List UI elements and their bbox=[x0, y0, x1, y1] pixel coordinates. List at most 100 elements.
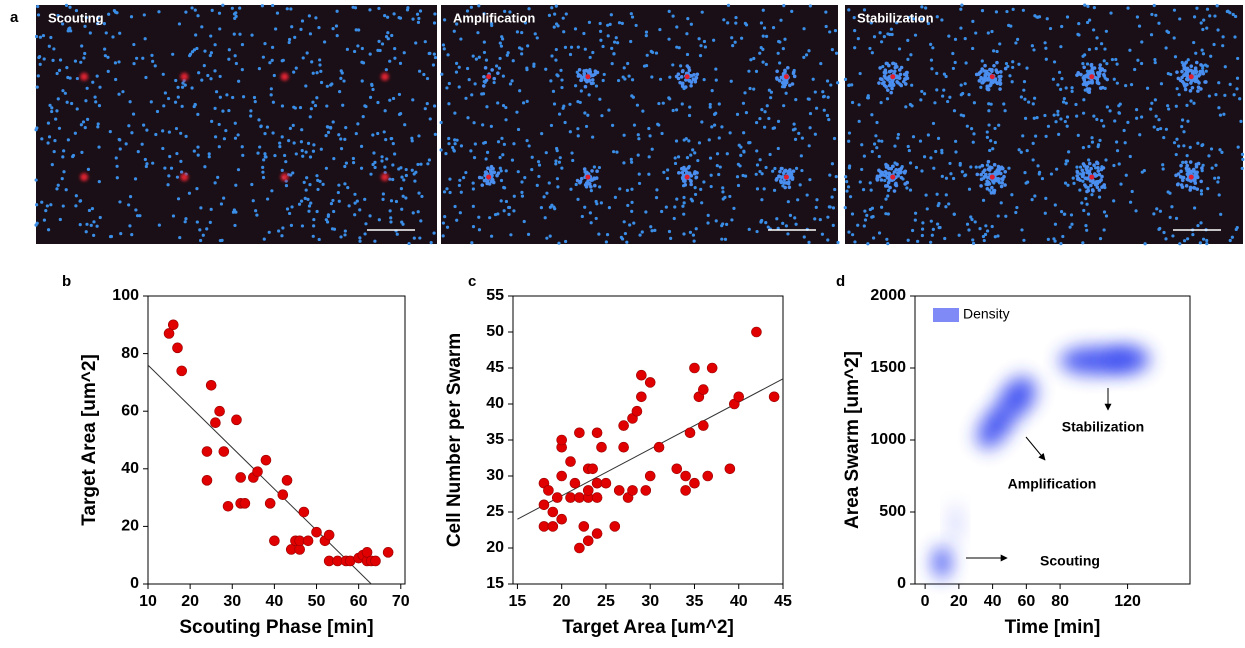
cell bbox=[404, 196, 407, 199]
cell bbox=[577, 46, 580, 49]
cell bbox=[1205, 239, 1208, 242]
cell bbox=[762, 9, 765, 12]
cell bbox=[1066, 15, 1069, 18]
swarm-cell bbox=[1086, 170, 1090, 174]
cell bbox=[196, 220, 199, 223]
cell bbox=[231, 7, 234, 10]
point bbox=[371, 556, 381, 566]
point bbox=[672, 464, 682, 474]
cell bbox=[1010, 193, 1013, 196]
cell bbox=[965, 61, 968, 64]
cell bbox=[341, 104, 344, 107]
y-tick-label: 40 bbox=[121, 460, 139, 477]
swarm-cell bbox=[1194, 76, 1198, 80]
cell bbox=[853, 240, 856, 243]
cell bbox=[103, 47, 106, 50]
cell bbox=[190, 86, 193, 89]
cell bbox=[997, 124, 1000, 127]
cell bbox=[342, 79, 345, 82]
swarm-cell bbox=[993, 163, 997, 167]
cell bbox=[443, 190, 446, 193]
cell bbox=[994, 235, 997, 238]
cell bbox=[969, 215, 972, 218]
cell bbox=[94, 100, 97, 103]
cell bbox=[307, 142, 310, 145]
cell bbox=[472, 225, 475, 228]
cell bbox=[268, 231, 271, 234]
cell bbox=[358, 236, 361, 239]
cell bbox=[744, 22, 747, 25]
cell bbox=[150, 100, 153, 103]
cell bbox=[220, 202, 223, 205]
cell bbox=[668, 76, 671, 79]
cell bbox=[545, 151, 548, 154]
cell bbox=[178, 236, 181, 239]
cell bbox=[851, 101, 854, 104]
point bbox=[601, 478, 611, 488]
cell bbox=[249, 109, 252, 112]
cell bbox=[550, 54, 553, 57]
swarm-cell bbox=[903, 77, 907, 81]
cell bbox=[281, 169, 284, 172]
cell bbox=[472, 205, 475, 208]
swarm-cell bbox=[580, 76, 584, 80]
cell bbox=[353, 50, 356, 53]
cell bbox=[363, 232, 366, 235]
cell bbox=[641, 230, 644, 233]
cell bbox=[128, 224, 131, 227]
micrograph: Scouting bbox=[34, 4, 437, 245]
cell bbox=[599, 22, 602, 25]
cell bbox=[659, 78, 662, 81]
cell bbox=[620, 236, 623, 239]
cell bbox=[782, 4, 785, 7]
cell bbox=[199, 239, 202, 242]
cell bbox=[304, 197, 307, 200]
cell bbox=[778, 61, 781, 64]
cell bbox=[281, 104, 284, 107]
cell bbox=[407, 242, 410, 245]
swarm-cell bbox=[682, 168, 686, 172]
cell bbox=[630, 158, 633, 161]
cell bbox=[646, 54, 649, 57]
cell bbox=[972, 132, 975, 135]
cell bbox=[502, 104, 505, 107]
cell bbox=[402, 195, 405, 198]
cell bbox=[272, 101, 275, 104]
cell bbox=[65, 66, 68, 69]
swarm-cell bbox=[591, 74, 595, 78]
cell bbox=[1022, 9, 1025, 12]
cell bbox=[787, 200, 790, 203]
cell bbox=[1059, 88, 1062, 91]
cell bbox=[779, 19, 782, 22]
cell bbox=[224, 129, 227, 132]
cell bbox=[218, 145, 221, 148]
cell bbox=[35, 178, 38, 181]
cell bbox=[520, 47, 523, 50]
cell bbox=[1056, 83, 1059, 86]
cell bbox=[352, 161, 355, 164]
cell bbox=[339, 235, 342, 238]
cell bbox=[730, 80, 733, 83]
cell bbox=[1185, 104, 1188, 107]
cell bbox=[137, 150, 140, 153]
cell bbox=[772, 127, 775, 130]
cell bbox=[161, 147, 164, 150]
cell bbox=[371, 163, 374, 166]
cell bbox=[505, 169, 508, 172]
cell bbox=[953, 109, 956, 112]
swarm-cell bbox=[1192, 186, 1196, 190]
swarm-cell bbox=[1196, 89, 1200, 93]
cell bbox=[129, 100, 132, 103]
swarm-cell bbox=[1194, 176, 1198, 180]
cell bbox=[909, 188, 912, 191]
cell bbox=[710, 174, 713, 177]
cell bbox=[369, 53, 372, 56]
cell bbox=[669, 237, 672, 240]
cell bbox=[921, 221, 924, 224]
swarm-cell bbox=[1077, 177, 1081, 181]
cell bbox=[352, 157, 355, 160]
swarm-cell bbox=[588, 70, 592, 74]
swarm-cell bbox=[684, 85, 688, 89]
cell bbox=[459, 37, 462, 40]
